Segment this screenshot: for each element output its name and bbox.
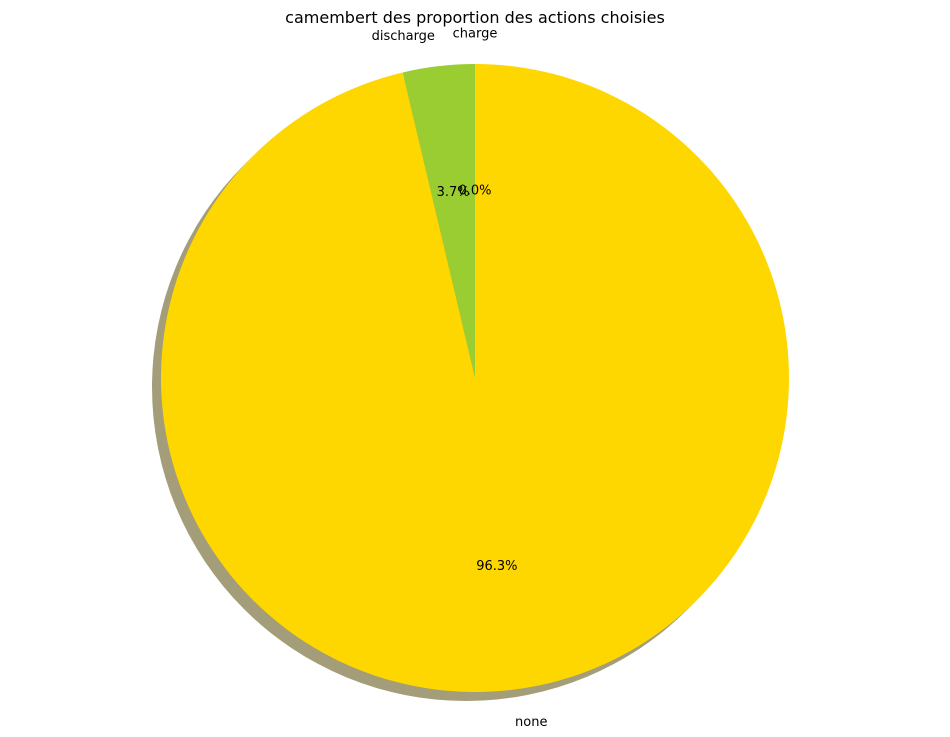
slice-percent-charge: 0.0%: [458, 184, 491, 199]
pie-labels: charge 0.0% discharge 3.7% none 96.3%: [372, 27, 548, 730]
chart-title: camembert des proportion des actions cho…: [285, 8, 665, 27]
slice-percent-none: 96.3%: [476, 559, 517, 574]
slice-label-charge: charge: [453, 27, 498, 42]
pie-slice-none: [160, 64, 789, 692]
pie-slice-discharge: [402, 64, 475, 378]
slice-label-none: none: [515, 715, 547, 730]
pie-slices: [160, 64, 789, 692]
slice-percent-discharge: 3.7%: [437, 185, 470, 200]
slice-label-discharge: discharge: [372, 29, 435, 44]
